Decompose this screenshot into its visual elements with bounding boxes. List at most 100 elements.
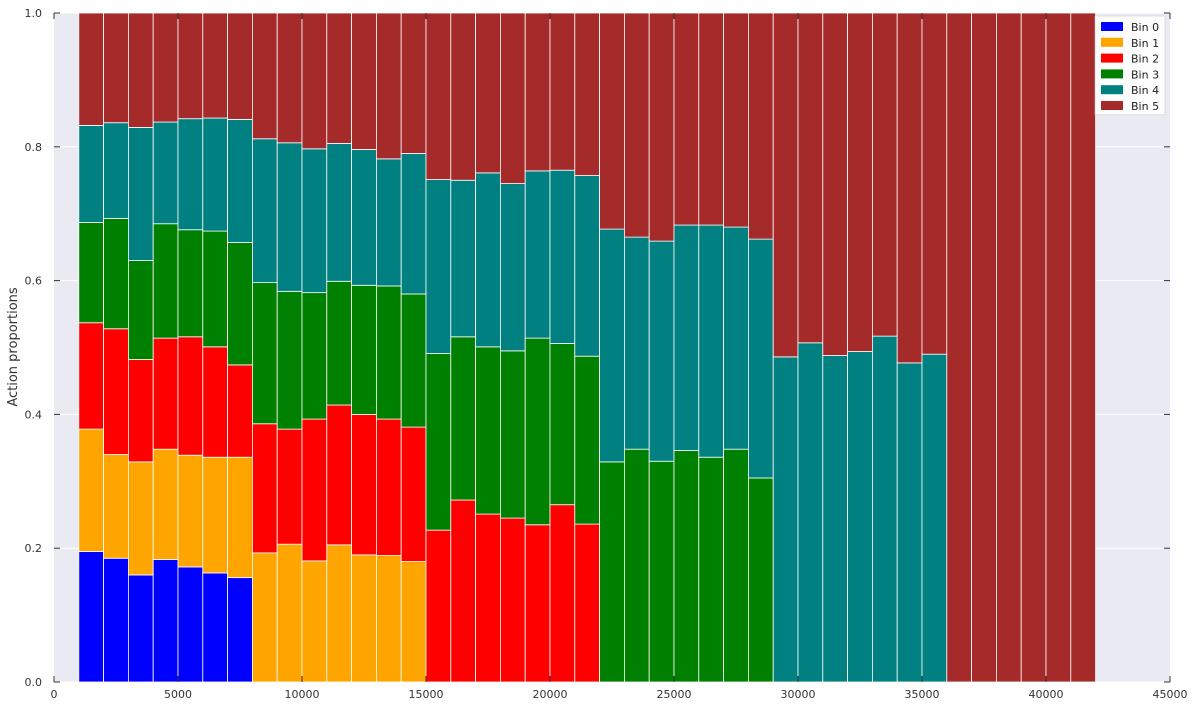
bar-segment-bin5 (524, 12, 551, 172)
legend-swatch (1101, 101, 1123, 110)
bar-segment-bin4 (499, 183, 526, 352)
bar-segment-bin4 (673, 224, 700, 451)
bar-segment-bin4 (748, 238, 774, 479)
bar-segment-bin4 (251, 138, 278, 284)
x-tick-label: 25000 (657, 688, 692, 701)
bar-segment-bin5 (822, 12, 848, 356)
bar-segment-bin4 (127, 126, 154, 261)
bar-segment-bin3 (103, 217, 129, 330)
legend-label: Bin 5 (1131, 100, 1159, 113)
bar-segment-bin2 (326, 404, 352, 546)
bar-segment-bin5 (896, 12, 923, 364)
bar-segment-bin2 (202, 346, 229, 458)
x-tick-label: 40000 (1029, 688, 1064, 701)
legend-swatch (1101, 37, 1123, 47)
bar-segment-bin2 (152, 337, 179, 450)
x-tick-label: 15000 (409, 688, 444, 701)
bar-segment-bin5 (624, 12, 650, 238)
bar-segment-bin4 (822, 355, 848, 683)
bar-segment-bin2 (227, 364, 253, 458)
bar-segment-bin0 (202, 572, 229, 683)
bar-segment-bin1 (375, 555, 402, 683)
bar-segment-bin2 (301, 418, 328, 562)
bar-segment-bin3 (326, 280, 352, 406)
bar-segment-bin1 (227, 456, 253, 579)
bar-segment-bin5 (276, 12, 303, 144)
y-tick-label: 0.2 (25, 542, 43, 555)
legend-label: Bin 0 (1131, 21, 1159, 34)
bar-segment-bin4 (227, 118, 253, 243)
bar-segment-bin2 (499, 517, 526, 683)
bar-segment-bin3 (450, 336, 476, 501)
bar-segment-bin0 (103, 557, 129, 683)
bar-segment-bin5 (475, 12, 501, 174)
bar-segment-bin4 (872, 335, 898, 683)
bar-segment-bin1 (351, 554, 377, 683)
bar-segment-bin3 (574, 355, 600, 525)
bar-segment-bin5 (152, 12, 179, 123)
bar-segment-bin2 (276, 428, 303, 545)
bar-segment-bin5 (301, 12, 328, 150)
bar-segment-bin4 (549, 169, 576, 344)
bar-segment-bin4 (574, 175, 600, 357)
bar-segment-bin5 (847, 12, 873, 352)
bar-segment-bin3 (177, 229, 204, 338)
bar-segment-bin3 (599, 461, 625, 683)
bar-segment-bin4 (375, 158, 402, 287)
bar-segment-bin4 (624, 236, 650, 450)
bar-segment-bin0 (127, 574, 154, 683)
bar-segment-bin4 (599, 228, 625, 463)
y-tick-label: 0.0 (25, 676, 43, 689)
legend-label: Bin 3 (1131, 68, 1159, 81)
bar-segment-bin2 (549, 504, 576, 683)
bar-segment-bin5 (574, 12, 600, 176)
bar-segment-bin3 (648, 460, 675, 683)
bar-segment-bin2 (78, 322, 105, 430)
bar-segment-bin2 (450, 499, 476, 683)
bar-segment-bin0 (152, 559, 179, 683)
bar-segment-bin5 (400, 12, 427, 154)
bar-segment-bin5 (946, 12, 972, 683)
bar-segment-bin1 (400, 561, 427, 683)
bar-segment-bin5 (1070, 12, 1097, 683)
bar-segment-bin3 (375, 285, 402, 420)
y-axis-label: Action proportions (6, 287, 21, 407)
bar-segment-bin4 (475, 172, 501, 348)
y-tick-label: 0.8 (25, 141, 43, 154)
x-tick-label: 0 (51, 688, 58, 701)
bar-segment-bin4 (723, 226, 749, 450)
axis-ticks: 0 5000 10000 15000 20000 25000 30000 35000 40000… (25, 7, 1188, 701)
bar-segment-bin5 (499, 12, 526, 184)
bar-segment-bin4 (450, 179, 476, 338)
bar-segment-bin1 (127, 461, 154, 576)
legend-label: Bin 4 (1131, 84, 1159, 97)
bar-segment-bin5 (227, 12, 253, 120)
x-tick-label: 45000 (1153, 688, 1188, 701)
bar-segment-bin3 (475, 346, 501, 515)
bar-segment-bin5 (326, 12, 352, 144)
bar-segment-bin3 (748, 477, 774, 683)
legend-swatch (1101, 22, 1123, 31)
bar-segment-bin5 (921, 12, 948, 355)
bar-segment-bin5 (971, 12, 997, 683)
y-tick-label: 0.4 (25, 408, 43, 421)
bar-segment-bin1 (301, 560, 328, 683)
bar-segment-bin3 (276, 290, 303, 430)
bar-segment-bin2 (103, 328, 129, 455)
bar-segment-bin0 (227, 577, 253, 683)
bar-segment-bin5 (673, 12, 700, 226)
legend: Bin 0 Bin 1 Bin 2 Bin 3 Bin 4 Bin 5 (1094, 15, 1166, 116)
bar-segment-bin2 (375, 418, 402, 556)
bar-segment-bin4 (847, 351, 873, 683)
bar-segment-bin5 (648, 12, 675, 242)
bar-segment-bin3 (152, 223, 179, 339)
bar-segment-bin1 (326, 544, 352, 683)
x-tick-label: 20000 (533, 688, 568, 701)
bar-segment-bin5 (177, 12, 204, 120)
bar-segment-bin3 (127, 260, 154, 360)
legend-swatch (1101, 53, 1123, 63)
bar-segment-bin4 (152, 121, 179, 225)
bar-segment-bin3 (673, 450, 700, 683)
y-tick-label: 0.6 (25, 275, 43, 288)
